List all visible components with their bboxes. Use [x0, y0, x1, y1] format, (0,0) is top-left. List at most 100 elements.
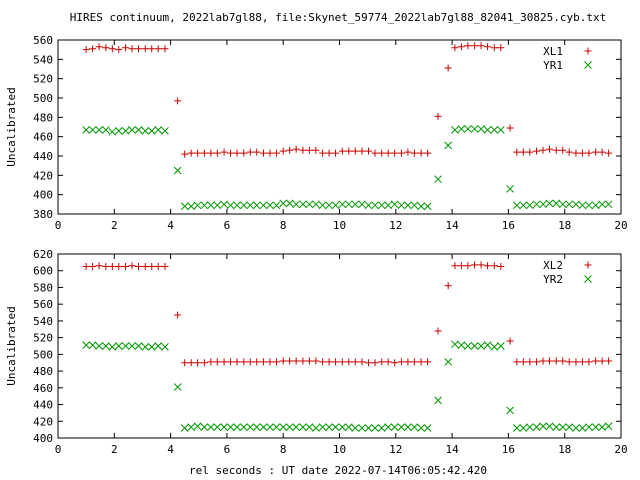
data-point [220, 200, 228, 209]
data-point [331, 201, 340, 210]
data-point [207, 358, 215, 366]
data-point [134, 126, 143, 134]
data-point [95, 342, 103, 350]
data-point [312, 424, 320, 432]
y-tick-label: 580 [33, 281, 53, 294]
y-tick-label: 400 [33, 432, 53, 445]
data-point [325, 149, 333, 157]
data-point [246, 201, 255, 210]
data-point [512, 201, 521, 210]
data-point [539, 357, 547, 365]
data-point [434, 112, 442, 120]
y-tick-label: 460 [33, 131, 53, 144]
data-point [378, 149, 386, 157]
data-point [484, 43, 492, 51]
data-point [318, 201, 327, 210]
x-tick-label: 20 [614, 443, 627, 456]
data-point [253, 358, 261, 366]
x-tick-label: 14 [445, 219, 459, 232]
data-point [424, 358, 432, 366]
data-point [82, 126, 91, 134]
data-point [497, 44, 505, 52]
data-point [194, 149, 202, 157]
data-point [434, 175, 442, 184]
data-point [246, 358, 254, 366]
data-point [506, 337, 514, 345]
x-tick-label: 0 [55, 443, 62, 456]
data-point [213, 423, 222, 431]
data-point [358, 200, 366, 209]
data-point [377, 201, 386, 210]
data-point [95, 126, 103, 134]
data-point [89, 45, 97, 53]
data-point [391, 359, 399, 367]
data-point [252, 201, 261, 210]
series-xl1 [82, 42, 613, 158]
data-point [417, 424, 425, 432]
data-point [174, 311, 182, 319]
data-point [410, 358, 418, 366]
data-point [552, 357, 560, 365]
data-point [266, 358, 274, 366]
data-point [108, 263, 116, 271]
data-point [565, 423, 574, 431]
data-point [358, 358, 366, 366]
data-point [338, 423, 347, 431]
data-point [82, 263, 90, 271]
data-point [128, 342, 136, 350]
legend-label: YR2 [543, 273, 563, 286]
legend-marker [584, 275, 592, 283]
y-tick-label: 400 [33, 189, 53, 202]
x-tick-label: 2 [111, 219, 118, 232]
data-point [490, 44, 498, 52]
data-point [585, 358, 593, 366]
x-tick-label: 4 [167, 219, 174, 232]
data-point [141, 127, 150, 135]
data-point [246, 148, 254, 156]
data-point [526, 148, 534, 156]
data-point [115, 263, 123, 271]
data-point [115, 46, 123, 54]
x-tick-label: 6 [224, 219, 231, 232]
data-point [384, 423, 393, 431]
data-point [404, 201, 412, 210]
data-point [371, 424, 379, 432]
data-point [82, 341, 91, 350]
data-point [572, 358, 580, 366]
x-tick-label: 4 [167, 443, 174, 456]
data-point [344, 423, 353, 431]
x-tick-label: 8 [280, 219, 287, 232]
data-point [506, 185, 514, 193]
data-point [89, 263, 97, 271]
data-point [572, 424, 580, 432]
data-point [332, 149, 340, 157]
data-point [279, 147, 287, 155]
data-point [220, 423, 228, 431]
y-tick-label: 480 [33, 365, 53, 378]
data-point [213, 201, 222, 210]
data-point [272, 149, 280, 157]
data-point [397, 149, 405, 157]
data-point [128, 262, 136, 270]
data-point [444, 282, 452, 290]
data-point [102, 126, 110, 134]
data-point [585, 201, 593, 210]
data-point [147, 127, 156, 135]
data-point [134, 342, 143, 350]
data-point [213, 358, 221, 366]
x-axis-label: rel seconds : UT date 2022-07-14T06:05:4… [189, 464, 487, 477]
data-point [285, 423, 294, 431]
y-tick-label: 540 [33, 315, 53, 328]
data-point [457, 43, 465, 51]
data-point [578, 424, 587, 432]
y-tick-label: 480 [33, 111, 53, 124]
data-point [444, 141, 453, 150]
data-point [525, 201, 534, 210]
data-point [200, 149, 208, 157]
data-point [513, 358, 521, 366]
data-point [506, 406, 514, 415]
x-tick-label: 10 [333, 443, 346, 456]
data-point [390, 423, 399, 431]
data-point [187, 359, 195, 367]
data-point [128, 126, 136, 134]
